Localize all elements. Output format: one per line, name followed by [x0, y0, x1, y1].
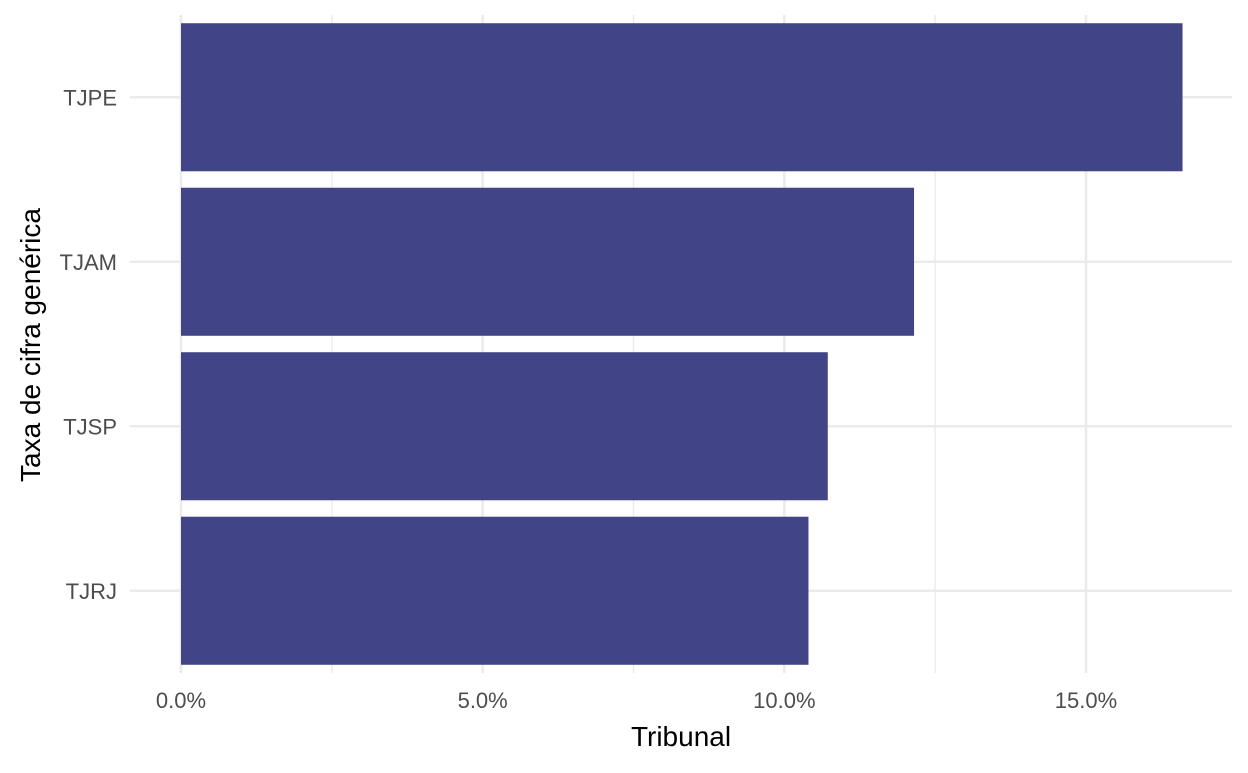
bar-tjrj: [181, 516, 809, 665]
y-tick-label: TJRJ: [66, 579, 117, 604]
x-tick-labels: 0.0% 5.0% 10.0% 15.0%: [156, 688, 1117, 713]
y-tick-label: TJPE: [63, 85, 117, 110]
bar-tjam: [181, 187, 915, 336]
x-tick-label: 10.0%: [753, 688, 815, 713]
x-tick-label: 0.0%: [156, 688, 206, 713]
y-tick-label: TJAM: [60, 250, 117, 275]
x-axis-title: Tribunal: [631, 721, 731, 752]
bar-tjsp: [181, 352, 828, 501]
y-axis-title: Taxa de cifra genérica: [15, 208, 46, 482]
y-tick-labels: TJPE TJAM TJSP TJRJ: [60, 85, 117, 604]
bar-tjpe: [181, 23, 1183, 172]
x-tick-label: 5.0%: [458, 688, 508, 713]
x-tick-label: 15.0%: [1055, 688, 1117, 713]
bars-layer: [181, 23, 1183, 665]
y-tick-label: TJSP: [63, 414, 117, 439]
